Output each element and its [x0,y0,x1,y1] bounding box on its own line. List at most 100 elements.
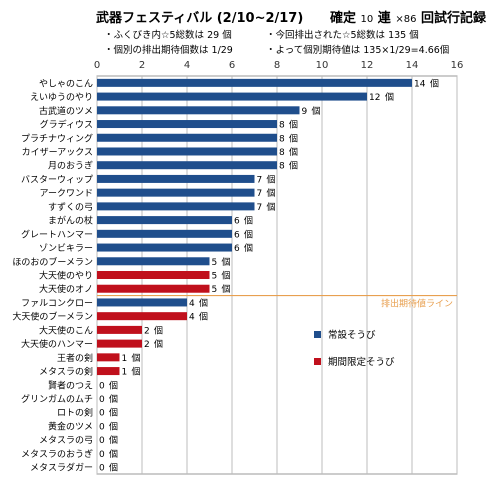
category-label: カイザーアックス [22,147,93,158]
data-label: 5 [212,258,218,268]
data-label-unit: 個 [109,420,118,432]
category-label: メタスラの弓 [39,435,93,446]
record-suffix: 回試行記録 [420,11,486,26]
bar [97,298,187,307]
data-label-unit: 個 [430,77,439,89]
data-label-unit: 個 [109,379,118,391]
note-total-star5: ・ふくびき内☆5総数は 29 個 [104,30,232,41]
category-label: 大天使のやり [39,270,93,282]
trial-record: 確定 10 連 ×86 回試行記録 [330,7,486,26]
bar [97,325,142,334]
bar [97,188,255,197]
data-label-unit: 個 [132,352,141,364]
category-label: 黄金のツメ [48,420,93,432]
data-label-unit: 個 [199,297,208,309]
data-label: 0 [99,395,105,405]
data-label: 0 [99,436,105,446]
data-label: 8 [279,134,285,144]
category-label: 大天使のハンマー [21,338,93,350]
category-label: バスターウィップ [21,174,93,185]
data-label: 7 [257,175,263,185]
data-label-unit: 個 [244,215,253,227]
bar [97,284,210,293]
bar [97,120,277,129]
category-label: プラチナウィング [21,132,93,144]
data-label-unit: 個 [385,91,394,103]
data-label-unit: 個 [244,228,253,240]
bar [97,106,300,115]
x-tick-label: 14 [406,60,419,71]
bar [97,229,232,238]
category-label: アークワンド [40,188,93,199]
category-label: 大天使のオノ [39,283,93,295]
chart-title: 武器フェスティバル (2/10~2/17) [96,11,304,26]
category-label: やしゃのこん [39,78,93,89]
record-times: ×86 [395,14,417,25]
category-label: ファルコンクロー [21,298,93,309]
x-tick-label: 12 [361,60,374,71]
bar [97,216,232,225]
data-label: 6 [234,217,240,227]
data-label-unit: 個 [267,201,276,213]
category-label: 大天使のこん [39,324,93,336]
data-label-unit: 個 [289,160,298,172]
data-label: 2 [144,340,150,350]
data-label-unit: 個 [109,462,118,474]
data-label-unit: 個 [289,146,298,158]
note-expected-value: ・よって個別期待値は 135×1/29=4.66個 [266,45,450,56]
data-label: 4 [189,299,195,309]
bar [97,243,232,252]
category-label: グリンガムのムチ [21,393,93,405]
data-label-unit: 個 [109,434,118,446]
category-label: 月のおうぎ [48,160,93,172]
data-label-unit: 個 [199,311,208,323]
legend-swatch [314,331,321,338]
bar [97,353,120,362]
data-label-unit: 個 [267,173,276,185]
data-label: 7 [257,203,263,213]
x-tick-label: 10 [316,60,329,71]
category-label: 大天使のブーメラン [12,311,93,323]
note-drawn-star5: ・今回排出された☆5総数は 135 個 [266,30,419,41]
data-label: 5 [212,285,218,295]
data-label: 4 [189,313,195,323]
data-label: 1 [122,354,128,364]
record-count: 10 [360,14,374,25]
data-label-unit: 個 [109,448,118,460]
category-label: メタスラのおうぎ [21,448,93,460]
bar [97,147,277,156]
category-label: まがんの杖 [48,215,93,227]
category-label: グラディウス [40,119,93,131]
data-label-unit: 個 [154,324,163,336]
record-mid: 連 [377,11,391,26]
category-label: メタスラの剣 [39,367,93,378]
bar [97,202,255,211]
category-label: ほのおのブーメラン [12,256,93,268]
bar [97,312,187,321]
data-label-unit: 個 [289,119,298,131]
category-label: 賢者のつえ [48,380,93,391]
x-tick-label: 8 [274,60,280,71]
legend-label: 期間限定そうび [328,356,395,368]
data-label-unit: 個 [222,256,231,268]
x-tick-label: 16 [451,60,464,71]
category-label: 古武道のツメ [39,105,93,117]
data-label: 7 [257,189,263,199]
data-label: 2 [144,326,150,336]
bar [97,271,210,279]
category-label: ゾンビキラー [39,243,93,254]
data-label: 14 [414,79,426,89]
note-expected-rate: ・個別の排出期待個数は 1/29 [104,45,233,56]
record-prefix: 確定 [329,11,356,26]
legend-swatch [314,358,321,365]
data-label-unit: 個 [267,187,276,199]
x-tick-label: 6 [229,60,235,71]
data-label: 6 [234,244,240,254]
reference-line-label: 排出期待値ライン [381,298,453,310]
bar [97,78,412,87]
chart-header: 武器フェスティバル (2/10~2/17) 確定 10 連 ×86 回試行記録 … [0,0,500,60]
bar [97,92,367,101]
legend-label: 常設そうび [328,329,376,341]
category-label: すずくの弓 [48,202,93,213]
